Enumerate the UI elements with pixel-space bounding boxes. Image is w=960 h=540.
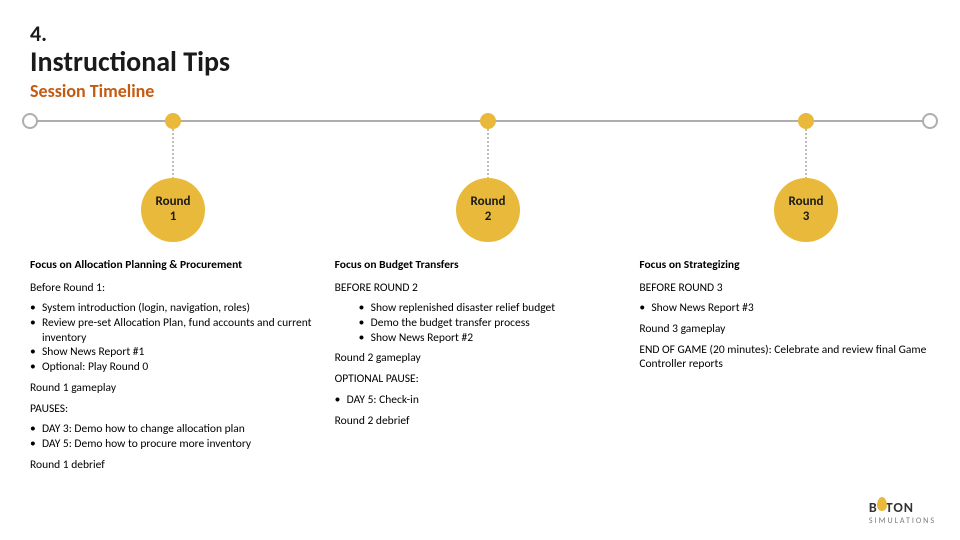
r1-focus: Focus on Allocation Planning & Procureme… — [30, 258, 321, 273]
list-item: System introduction (login, navigation, … — [42, 301, 321, 316]
r3-before-label: BEFORE ROUND 3 — [639, 281, 930, 296]
list-item: Review pre-set Allocation Plan, fund acc… — [42, 316, 321, 345]
r1-before-label: Before Round 1: — [30, 281, 321, 296]
round-2-label-top: Round — [470, 195, 505, 210]
timeline-stem-2 — [487, 129, 489, 183]
r2-focus: Focus on Budget Transfers — [335, 258, 626, 273]
r3-focus: Focus on Strategizing — [639, 258, 930, 273]
timeline-marker-3 — [798, 113, 814, 129]
baton-logo: BTON SIMULATIONS — [869, 498, 936, 526]
list-item: Show replenished disaster relief budget — [371, 301, 626, 316]
r3-gameplay: Round 3 gameplay — [639, 322, 930, 337]
list-item: DAY 5: Check-in — [347, 393, 626, 408]
content-columns: Focus on Allocation Planning & Procureme… — [30, 258, 930, 479]
list-item: Optional: Play Round 0 — [42, 360, 321, 375]
timeline-marker-1 — [165, 113, 181, 129]
r3-end: END OF GAME (20 minutes): Celebrate and … — [639, 343, 930, 372]
logo-text: BTON SIMULATIONS — [869, 498, 936, 526]
timeline-stem-1 — [172, 129, 174, 183]
timeline-start-icon — [22, 113, 38, 129]
timeline: Round 1 Round 2 Round 3 — [30, 110, 930, 220]
list-item: DAY 3: Demo how to change allocation pla… — [42, 422, 321, 437]
r1-gameplay: Round 1 gameplay — [30, 381, 321, 396]
list-item: Demo the budget transfer process — [371, 316, 626, 331]
section-number: 4. — [30, 20, 930, 47]
slide: 4. Instructional Tips Session Timeline R… — [0, 0, 960, 540]
round-badge-2: Round 2 — [456, 178, 520, 242]
round-3-label-bottom: 3 — [803, 210, 810, 225]
round-3-label-top: Round — [788, 195, 823, 210]
timeline-marker-2 — [480, 113, 496, 129]
logo-sub: SIMULATIONS — [869, 516, 936, 526]
round-2-label-bottom: 2 — [485, 210, 492, 225]
list-item: Show News Report #1 — [42, 345, 321, 360]
round-1-label-top: Round — [155, 195, 190, 210]
round-badge-1: Round 1 — [141, 178, 205, 242]
timeline-stem-3 — [805, 129, 807, 183]
r2-pause-label: OPTIONAL PAUSE: — [335, 372, 626, 387]
r3-before-list: Show News Report #3 — [639, 301, 930, 316]
list-item: Show News Report #2 — [371, 331, 626, 346]
r2-gameplay: Round 2 gameplay — [335, 351, 626, 366]
page-subtitle: Session Timeline — [30, 80, 930, 102]
logo-right: TON — [886, 499, 914, 516]
round-1-label-bottom: 1 — [170, 210, 177, 225]
column-round-1: Focus on Allocation Planning & Procureme… — [30, 258, 321, 479]
r1-pauses-list: DAY 3: Demo how to change allocation pla… — [30, 422, 321, 451]
column-round-2: Focus on Budget Transfers BEFORE ROUND 2… — [335, 258, 626, 479]
list-item: Show News Report #3 — [651, 301, 930, 316]
list-item: DAY 5: Demo how to procure more inventor… — [42, 437, 321, 452]
round-badge-3: Round 3 — [774, 178, 838, 242]
page-title: Instructional Tips — [30, 47, 930, 78]
r2-pause-list: DAY 5: Check-in — [335, 393, 626, 408]
r1-before-list: System introduction (login, navigation, … — [30, 301, 321, 375]
r2-before-list: Show replenished disaster relief budget … — [335, 301, 626, 345]
timeline-end-icon — [922, 113, 938, 129]
r2-before-label: BEFORE ROUND 2 — [335, 281, 626, 296]
logo-pin-icon — [877, 497, 887, 511]
r2-debrief: Round 2 debrief — [335, 414, 626, 429]
r1-pauses-label: PAUSES: — [30, 402, 321, 417]
column-round-3: Focus on Strategizing BEFORE ROUND 3 Sho… — [639, 258, 930, 479]
r1-debrief: Round 1 debrief — [30, 458, 321, 473]
